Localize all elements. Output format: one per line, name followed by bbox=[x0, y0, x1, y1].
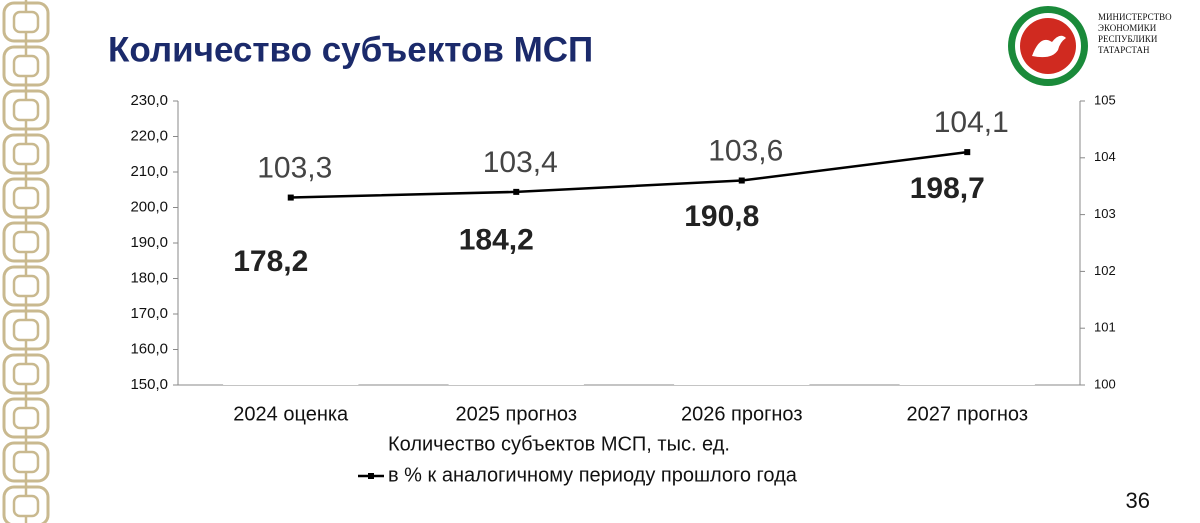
y-tick-label: 160,0 bbox=[130, 340, 168, 357]
line-value-label: 104,1 bbox=[934, 106, 1009, 139]
x-tick-label: 2025 прогноз bbox=[455, 403, 577, 425]
y2-tick-label: 105 bbox=[1094, 92, 1116, 107]
y-tick-label: 190,0 bbox=[130, 234, 168, 251]
page-number: 36 bbox=[1126, 488, 1150, 513]
line-marker bbox=[287, 194, 294, 201]
y-tick-label: 200,0 bbox=[130, 198, 168, 215]
line-value-label: 103,6 bbox=[708, 134, 783, 167]
line-value-label: 103,3 bbox=[257, 151, 332, 184]
bar bbox=[899, 212, 1035, 385]
bar bbox=[223, 284, 359, 385]
line-marker bbox=[513, 188, 520, 195]
y2-tick-label: 101 bbox=[1094, 320, 1116, 335]
x-tick-label: 2024 оценка bbox=[233, 403, 349, 425]
line-value-label: 103,4 bbox=[483, 146, 558, 179]
y2-tick-label: 103 bbox=[1094, 206, 1116, 221]
bar-value-label: 190,8 bbox=[684, 200, 759, 233]
ministry-line: РЕСПУБЛИКИ bbox=[1098, 34, 1158, 44]
legend-label: в % к аналогичному периоду прошлого года bbox=[388, 464, 798, 486]
line-marker bbox=[738, 177, 745, 184]
ministry-line: ЭКОНОМИКИ bbox=[1098, 23, 1157, 33]
legend-label: Количество субъектов МСП, тыс. ед. bbox=[388, 433, 730, 455]
y-tick-label: 150,0 bbox=[130, 376, 168, 393]
y2-tick-label: 104 bbox=[1094, 149, 1116, 164]
ministry-line: ТАТАРСТАН bbox=[1098, 45, 1150, 55]
y2-tick-label: 102 bbox=[1094, 263, 1116, 278]
bar-value-label: 198,7 bbox=[910, 172, 985, 205]
slide-title: Количество субъектов МСП bbox=[108, 30, 593, 69]
y2-tick-label: 100 bbox=[1094, 376, 1116, 391]
bar bbox=[448, 263, 584, 385]
x-tick-label: 2026 прогноз bbox=[681, 403, 803, 425]
bar-value-label: 184,2 bbox=[459, 224, 534, 257]
bar bbox=[674, 240, 810, 385]
x-tick-label: 2027 прогноз bbox=[906, 403, 1028, 425]
line-marker bbox=[964, 149, 971, 156]
y-tick-label: 220,0 bbox=[130, 127, 168, 144]
y-tick-label: 210,0 bbox=[130, 163, 168, 180]
ministry-line: МИНИСТЕРСТВО bbox=[1098, 12, 1172, 22]
line bbox=[290, 150, 968, 199]
y-tick-label: 180,0 bbox=[130, 269, 168, 286]
logo bbox=[1008, 6, 1088, 86]
bar-value-label: 178,2 bbox=[233, 245, 308, 278]
y-tick-label: 230,0 bbox=[130, 92, 168, 109]
ornament-border bbox=[2, 0, 54, 523]
y-tick-label: 170,0 bbox=[130, 305, 168, 322]
legend-swatch bbox=[370, 439, 382, 451]
legend-marker bbox=[368, 473, 374, 479]
